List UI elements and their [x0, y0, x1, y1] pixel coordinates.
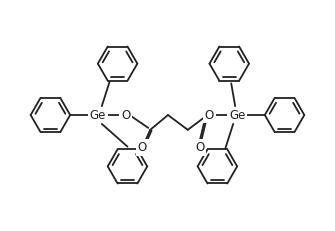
Text: O: O — [138, 141, 147, 154]
Text: O: O — [121, 109, 130, 122]
Text: O: O — [195, 141, 204, 154]
Text: O: O — [205, 109, 214, 122]
Text: Ge: Ge — [229, 109, 245, 122]
Text: Ge: Ge — [90, 109, 106, 122]
